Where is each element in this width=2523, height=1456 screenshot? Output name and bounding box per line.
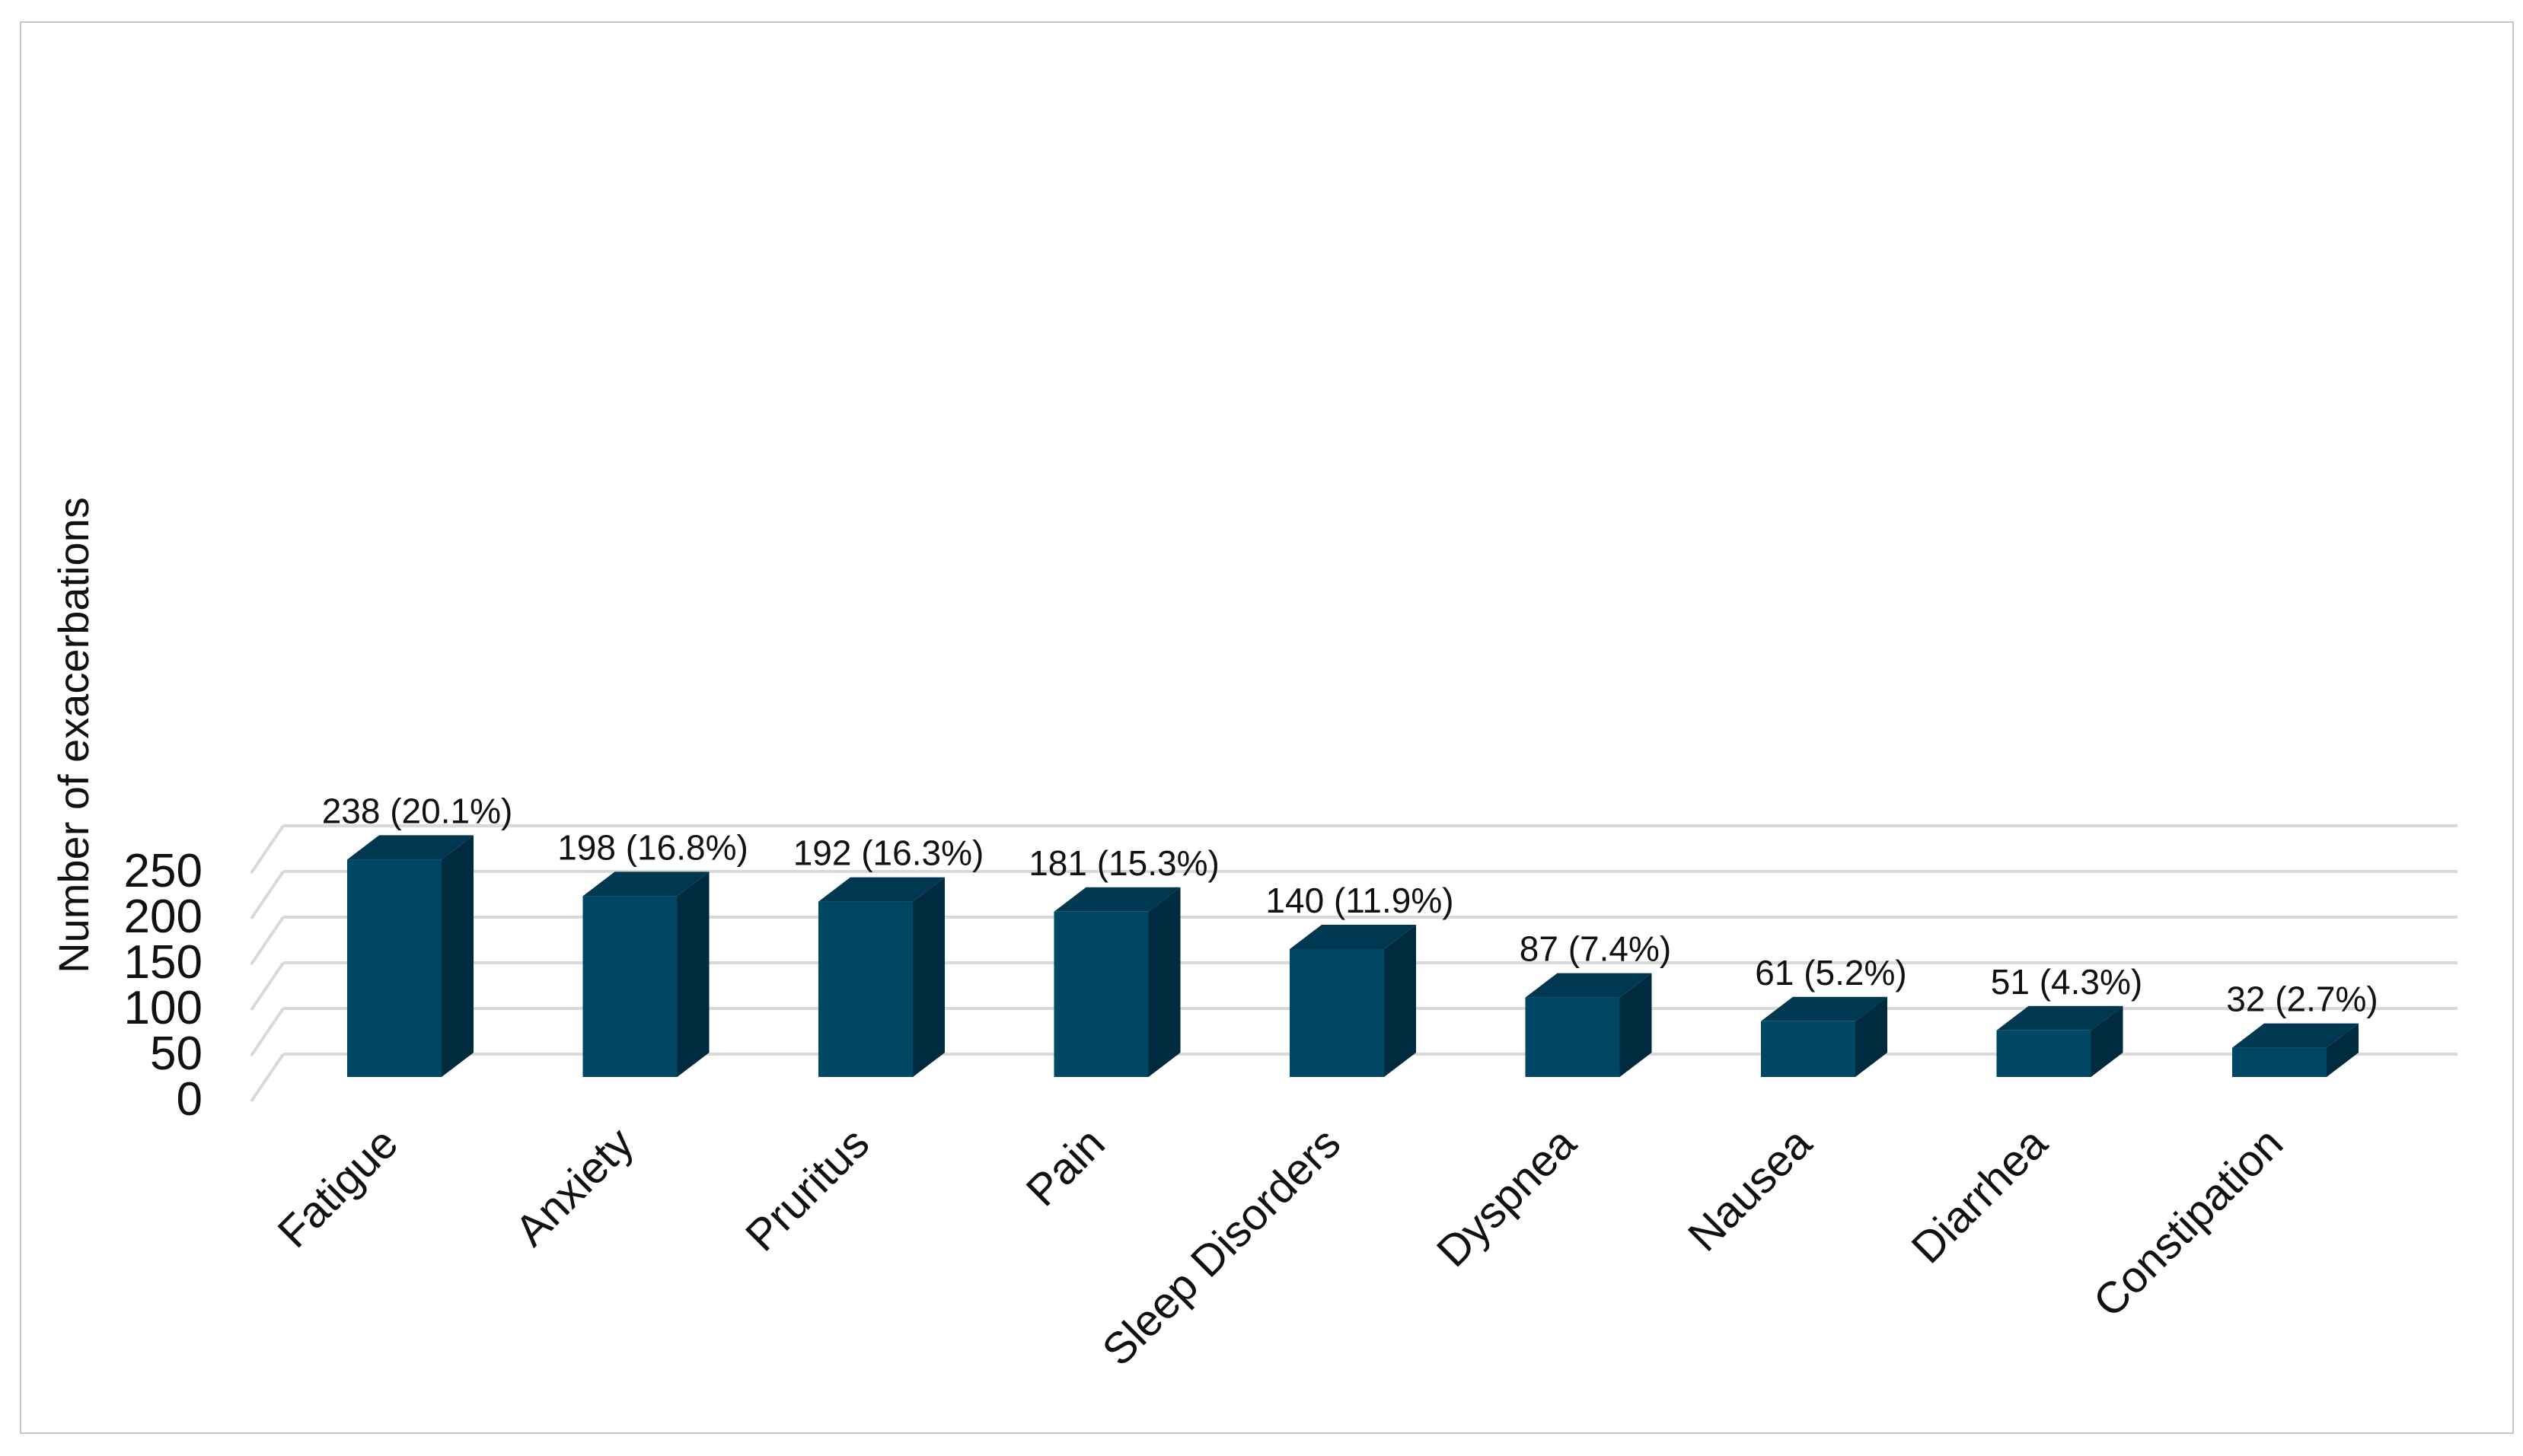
bar-side-face [913,877,945,1077]
bar-front-face [582,896,678,1077]
bar-top-face [347,835,474,860]
data-label: 198 (16.8%) [557,827,748,867]
gridline-wall-tick [250,824,285,875]
bar-front-face [1761,1021,1855,1077]
gridline-wall-tick [250,1007,285,1057]
bar-sleep-disorders [1290,925,1416,1077]
bars [347,835,2359,1077]
bar-pruritus [818,877,945,1077]
data-label: 87 (7.4%) [1520,929,1671,969]
bar-front-face [1054,911,1149,1077]
y-tick-label: 250 [124,845,203,897]
bar-dyspnea [1525,973,1652,1077]
bar-front-face [1996,1030,2091,1077]
bar-side-face [442,835,474,1077]
bar-nausea [1761,996,1887,1077]
y-tick-label: 150 [124,936,203,989]
bar-front-face [818,901,913,1077]
category-label: Dyspnea [1427,1118,1586,1276]
data-label: 238 (20.1%) [322,791,513,830]
bar-top-face [1996,1005,2123,1031]
gridline-wall-tick [250,870,285,920]
y-axis-title: Number of exacerbations [49,497,97,973]
bar-top-face [1525,973,1652,998]
category-label: Pain [1017,1118,1115,1215]
category-label: Pruritus [736,1118,879,1260]
bar-side-face [1619,973,1652,1077]
y-tick-label: 100 [124,982,203,1034]
bar-top-face [2232,1023,2359,1048]
bar-top-face [1761,996,1887,1021]
bar-side-face [2091,1005,2123,1077]
category-label: Anxiety [506,1118,643,1255]
data-label: 32 (2.7%) [2226,980,2378,1019]
gridline-wall-tick [250,961,285,1012]
bar-diarrhea [1996,1005,2123,1077]
bar-top-face [1290,925,1416,949]
data-labels: 238 (20.1%) 198 (16.8%) 192 (16.3%) 181 (15… [322,791,2378,1018]
category-label: Constipation [2084,1118,2292,1327]
y-tick-label: 200 [124,890,203,943]
bar-front-face [1525,997,1620,1077]
data-label: 192 (16.3%) [793,833,984,873]
bar-top-face [818,877,945,902]
bar-side-face [677,871,710,1077]
data-label: 51 (4.3%) [1991,962,2142,1002]
category-label: Sleep Disorders [1092,1118,1350,1375]
y-tick-label: 0 [177,1073,203,1126]
bar-pain [1054,887,1181,1077]
chart-frame: 0 50 100 150 200 250 238 (20.1%) 198 (16.8%) 19… [20,21,2514,1434]
bar-side-face [1384,925,1416,1077]
bar-side-face [2327,1023,2359,1077]
data-label: 61 (5.2%) [1755,953,1906,992]
bar-top-face [582,871,710,897]
gridline-wall-tick [250,916,285,966]
data-label: 140 (11.9%) [1265,881,1453,920]
category-label: Fatigue [268,1118,407,1257]
bar-side-face [1148,887,1181,1077]
data-label: 181 (15.3%) [1029,843,1220,883]
bar-constipation [2232,1023,2359,1077]
bar-front-face [2232,1047,2327,1077]
bar-top-face [1054,887,1181,912]
category-label: Nausea [1679,1118,1822,1261]
bar-side-face [1855,996,1887,1077]
bar-front-face [1290,949,1384,1077]
gridline-wall-tick [250,1053,285,1103]
bar-front-face [347,859,442,1077]
y-tick-label: 50 [150,1027,203,1080]
bar-anxiety [582,871,710,1077]
bar-fatigue [347,835,474,1077]
category-label: Diarrhea [1902,1118,2057,1273]
